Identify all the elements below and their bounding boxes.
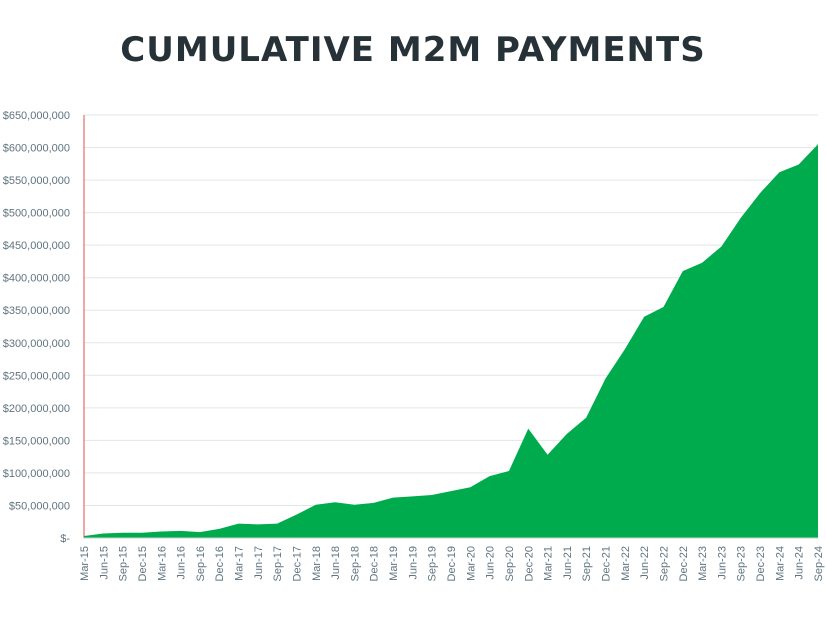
x-tick-label: Dec-23	[755, 546, 767, 581]
y-tick-label: $450,000,000	[3, 240, 70, 252]
y-tick-label: $600,000,000	[3, 143, 70, 155]
x-tick-label: Dec-21	[601, 546, 613, 581]
x-tick-label: Mar-22	[620, 546, 632, 581]
y-tick-label: $550,000,000	[3, 175, 70, 187]
y-tick-label: $250,000,000	[3, 370, 70, 382]
gridlines	[84, 114, 818, 539]
x-tick-label: Mar-23	[697, 546, 709, 581]
x-tick-label: Dec-20	[523, 546, 535, 581]
x-tick-label: Sep-18	[349, 546, 361, 581]
y-tick-label: $100,000,000	[3, 468, 70, 480]
x-tick-label: Jun-22	[639, 546, 651, 580]
y-axis: $- $50,000,000 $100,000,000 $150,000,000 $20…	[3, 110, 85, 545]
x-tick-label: Dec-17	[291, 546, 303, 581]
x-tick-label: Dec-16	[214, 546, 226, 581]
x-tick-label: Sep-23	[736, 546, 748, 581]
series-area	[84, 144, 818, 538]
y-tick-label: $200,000,000	[3, 403, 70, 415]
y-tick-label: $300,000,000	[3, 338, 70, 350]
y-tick-label: $400,000,000	[3, 273, 70, 285]
x-tick-label: Sep-19	[427, 546, 439, 581]
x-tick-label: Jun-18	[330, 546, 342, 580]
x-tick-label: Mar-18	[311, 546, 323, 581]
x-tick-label: Jun-23	[716, 546, 728, 580]
x-tick-label: Jun-21	[562, 546, 574, 580]
chart-title: CUMULATIVE M2M PAYMENTS	[120, 30, 706, 70]
x-tick-label: Sep-22	[658, 546, 670, 581]
y-tick-label: $500,000,000	[3, 208, 70, 220]
x-tick-label: Jun-16	[176, 546, 188, 580]
x-tick-label: Jun-24	[794, 546, 806, 580]
y-tick-label: $350,000,000	[3, 305, 70, 317]
y-tick-label: $-	[60, 533, 70, 545]
x-tick-label: Dec-18	[369, 546, 381, 581]
x-tick-label: Jun-20	[485, 546, 497, 580]
x-tick-label: Sep-17	[272, 546, 284, 581]
x-tick-label: Jun-17	[253, 546, 265, 580]
x-tick-label: Mar-17	[234, 546, 246, 581]
y-tick-label: $150,000,000	[3, 435, 70, 447]
x-tick-label: Mar-16	[156, 546, 168, 581]
x-tick-label: Jun-15	[98, 546, 110, 580]
x-tick-label: Jun-19	[407, 546, 419, 580]
x-tick-label: Mar-21	[543, 546, 555, 581]
x-tick-label: Sep-21	[581, 546, 593, 581]
x-tick-label: Sep-15	[118, 546, 130, 581]
x-tick-label: Mar-24	[774, 546, 786, 581]
x-tick-label: Dec-19	[446, 546, 458, 581]
y-tick-label: $50,000,000	[9, 500, 70, 512]
x-tick-label: Dec-15	[137, 546, 149, 581]
x-tick-label: Sep-24	[813, 546, 825, 581]
x-axis: Mar-15 Jun-15 Sep-15 Dec-15 Mar-16 Jun-16 Sep-…	[79, 537, 825, 581]
area-series	[84, 144, 818, 538]
x-tick-label: Mar-19	[388, 546, 400, 581]
x-tick-label: Sep-20	[504, 546, 516, 581]
x-tick-label: Dec-22	[678, 546, 690, 581]
y-tick-label: $650,000,000	[3, 110, 70, 122]
x-tick-label: Mar-15	[79, 546, 91, 581]
x-tick-label: Sep-16	[195, 546, 207, 581]
x-tick-label: Mar-20	[465, 546, 477, 581]
